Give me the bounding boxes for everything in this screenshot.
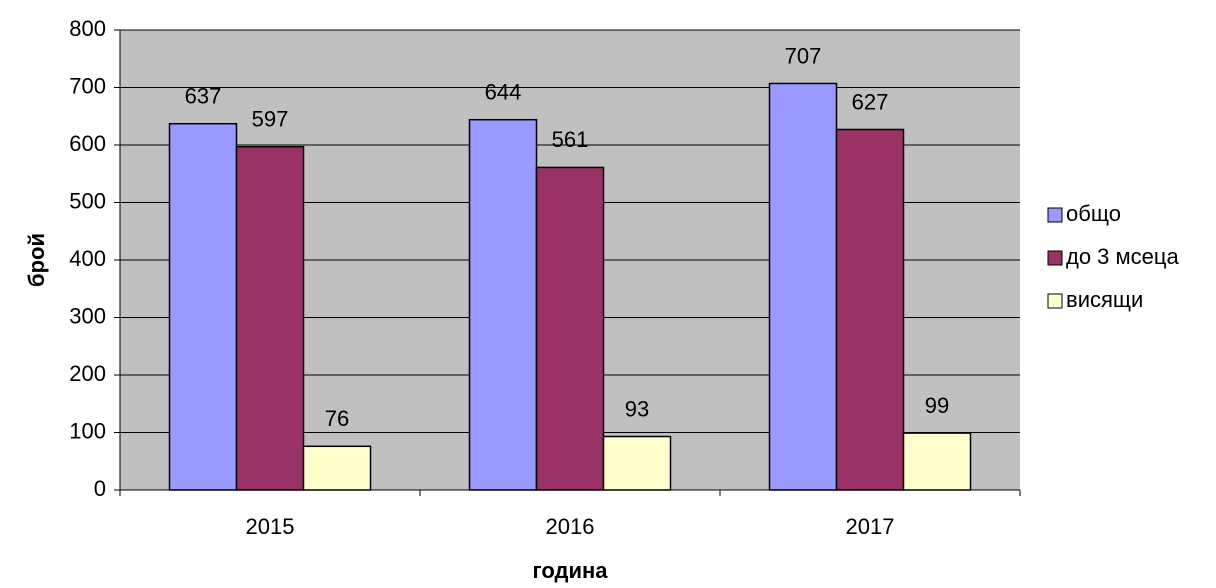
- x-axis-title: година: [532, 558, 608, 583]
- data-label: 644: [485, 80, 522, 105]
- bar: [602, 435, 672, 491]
- legend-label: висящи: [1066, 287, 1143, 312]
- y-tick-label: 100: [69, 418, 106, 443]
- y-tick-label: 0: [94, 476, 106, 501]
- bar: [902, 432, 972, 491]
- bar: [768, 82, 838, 491]
- data-label: 637: [185, 84, 222, 109]
- bar: [835, 128, 905, 491]
- bar: [535, 166, 605, 491]
- y-tick-label: 300: [69, 303, 106, 328]
- x-tick-label: 2016: [546, 514, 595, 539]
- bar: [302, 445, 372, 491]
- data-label: 99: [925, 393, 949, 418]
- legend-label: общо: [1066, 201, 1121, 226]
- bar: [235, 145, 305, 491]
- legend-swatch: [1047, 207, 1063, 223]
- bar: [468, 118, 538, 491]
- data-label: 561: [552, 127, 589, 152]
- data-label: 597: [252, 107, 289, 132]
- y-tick-label: 700: [69, 73, 106, 98]
- y-tick-label: 800: [69, 16, 106, 41]
- x-tick-label: 2017: [846, 514, 895, 539]
- data-label: 627: [852, 89, 889, 114]
- data-label: 76: [325, 406, 349, 431]
- y-tick-label: 500: [69, 188, 106, 213]
- x-tick-label: 2015: [246, 514, 295, 539]
- y-tick-label: 400: [69, 246, 106, 271]
- bar: [168, 122, 238, 491]
- y-tick-label: 200: [69, 361, 106, 386]
- data-label: 707: [785, 43, 822, 68]
- legend-label: до 3 мсеца: [1066, 244, 1179, 269]
- legend-swatch: [1047, 293, 1063, 309]
- data-label: 93: [625, 396, 649, 421]
- y-tick-label: 600: [69, 131, 106, 156]
- y-axis-title: брой: [24, 233, 49, 287]
- legend-swatch: [1047, 250, 1063, 266]
